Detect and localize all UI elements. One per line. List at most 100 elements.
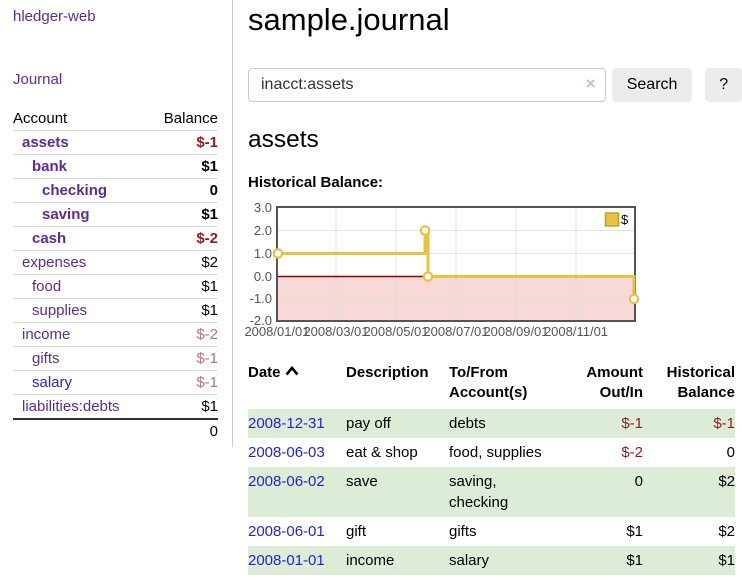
account-link-liabilities-debts[interactable]: liabilities:debts xyxy=(22,398,120,415)
column-header-date[interactable]: Date xyxy=(248,360,346,410)
account-balance: $1 xyxy=(201,158,218,175)
data-point-marker xyxy=(272,248,284,259)
account-row: gifts $-1 xyxy=(13,346,218,370)
help-button[interactable]: ? xyxy=(705,67,742,102)
column-header-balance: Historical Balance xyxy=(666,363,735,402)
column-header-amount: Amount Out/In xyxy=(586,363,643,402)
page-title: sample.journal xyxy=(248,2,450,37)
transaction-balance: $2 xyxy=(718,523,735,541)
account-balance: $1 xyxy=(201,278,218,295)
transaction-description: gift xyxy=(346,523,367,541)
account-link-supplies[interactable]: supplies xyxy=(32,302,88,319)
account-row: income $-2 xyxy=(13,322,218,346)
transaction-amount: 0 xyxy=(634,473,643,491)
account-link-bank[interactable]: bank xyxy=(32,158,68,175)
account-row: expenses $2 xyxy=(13,250,218,274)
search-form: × Search ? xyxy=(248,67,742,102)
account-balance: $-2 xyxy=(196,326,218,343)
column-header-date-label: Date xyxy=(248,363,281,381)
account-balance: $-1 xyxy=(196,134,218,151)
y-tick-label: 2.0 xyxy=(254,223,272,238)
transaction-accounts: debts xyxy=(449,415,486,433)
y-tick-label: -1.0 xyxy=(250,291,272,306)
account-row: liabilities:debts $1 xyxy=(13,394,218,418)
transaction-row: 2008-12-31 pay off debts $-1 $-1 xyxy=(248,409,735,439)
transaction-description: save xyxy=(346,473,378,491)
x-tick-label: 2008/09/01 xyxy=(483,324,548,339)
transaction-date-link[interactable]: 2008-12-31 xyxy=(248,415,325,433)
transaction-amount: $-1 xyxy=(621,415,643,433)
accounts-total: 0 xyxy=(13,418,218,443)
x-tick-label: 2008/11/01 xyxy=(544,324,608,339)
transaction-amount: $-2 xyxy=(621,444,643,462)
account-row: checking 0 xyxy=(13,178,218,202)
sidebar-item-journal[interactable]: Journal xyxy=(13,71,63,88)
sort-ascending-icon xyxy=(285,365,299,376)
y-tick-label: -2.0 xyxy=(250,313,272,328)
transaction-balance: $2 xyxy=(718,473,735,491)
account-link-cash[interactable]: cash xyxy=(32,230,67,247)
x-axis-labels: 2008/01/01 2008/03/01 2008/05/01 2008/07… xyxy=(244,324,608,339)
data-point-marker xyxy=(422,271,434,282)
accounts-table-header: Account Balance xyxy=(13,108,218,130)
transaction-date-link[interactable]: 2008-01-01 xyxy=(248,552,325,570)
account-link-salary[interactable]: salary xyxy=(32,374,73,391)
sidebar: hledger-web Journal Account Balance asse… xyxy=(0,0,233,447)
transaction-accounts: gifts xyxy=(449,523,477,541)
transaction-row: 2008-06-01 gift gifts $1 $2 xyxy=(248,517,735,546)
account-link-gifts[interactable]: gifts xyxy=(32,350,60,367)
account-row: saving $1 xyxy=(13,202,218,226)
account-row: assets $-1 xyxy=(13,130,218,154)
legend-swatch xyxy=(604,212,620,227)
plot-border xyxy=(276,205,636,322)
register-table: Date Description To/From Account(s) Amou… xyxy=(248,360,735,576)
historical-balance-chart[interactable]: $ 3.0 2.0 1.0 0.0 -1.0 -2.0 2008/01/01 2… xyxy=(243,199,643,341)
transaction-balance: $-1 xyxy=(713,415,735,433)
register-header-row: Date Description To/From Account(s) Amou… xyxy=(248,360,735,410)
account-link-checking[interactable]: checking xyxy=(42,182,108,199)
account-link-expenses[interactable]: expenses xyxy=(22,254,87,271)
search-button[interactable]: Search xyxy=(611,67,693,102)
accounts-table: Account Balance assets $-1 bank $1 check… xyxy=(13,108,218,443)
transaction-description: pay off xyxy=(346,415,391,433)
search-input[interactable] xyxy=(248,67,606,102)
account-balance: $2 xyxy=(201,254,218,271)
brand-link[interactable]: hledger-web xyxy=(13,8,96,25)
x-tick-label: 2008/05/01 xyxy=(363,324,428,339)
accounts-header-balance: Balance xyxy=(163,110,218,127)
account-link-assets[interactable]: assets xyxy=(22,134,69,151)
transaction-description: income xyxy=(346,552,395,570)
account-balance: $1 xyxy=(201,302,218,319)
transaction-amount: $1 xyxy=(626,523,643,541)
y-tick-label: 3.0 xyxy=(254,200,272,215)
transaction-row: 2008-06-03 eat & shop food, supplies $-2… xyxy=(248,438,735,467)
account-row: supplies $1 xyxy=(13,298,218,322)
x-tick-label: 2008/07/01 xyxy=(423,324,488,339)
account-page-title: assets xyxy=(248,125,319,153)
account-balance: $-2 xyxy=(196,230,218,247)
transaction-accounts: saving, checking xyxy=(449,473,509,512)
account-link-saving[interactable]: saving xyxy=(42,206,90,223)
account-row: bank $1 xyxy=(13,154,218,178)
data-point-marker xyxy=(419,225,431,236)
account-link-income[interactable]: income xyxy=(22,326,71,343)
data-point-markers xyxy=(272,225,640,305)
transaction-amount: $1 xyxy=(626,552,643,570)
account-balance: $-1 xyxy=(196,350,218,367)
y-tick-label: 0.0 xyxy=(254,269,272,284)
clear-search-icon[interactable]: × xyxy=(585,73,596,93)
account-balance: $1 xyxy=(201,206,218,223)
account-row: cash $-2 xyxy=(13,226,218,250)
main-content: sample.journal × Search ? assets Histori… xyxy=(244,0,742,576)
transaction-balance: $1 xyxy=(718,552,735,570)
transaction-row: 2008-06-02 save saving, checking 0 $2 xyxy=(248,467,735,518)
transaction-balance: 0 xyxy=(726,444,735,462)
transaction-accounts: salary xyxy=(449,552,490,570)
transaction-date-link[interactable]: 2008-06-03 xyxy=(248,444,325,462)
transaction-date-link[interactable]: 2008-06-01 xyxy=(248,523,325,541)
account-row: food $1 xyxy=(13,274,218,298)
account-link-food[interactable]: food xyxy=(32,278,62,295)
account-balance: 0 xyxy=(209,182,218,199)
transaction-date-link[interactable]: 2008-06-02 xyxy=(248,473,325,491)
accounts-header-account: Account xyxy=(13,110,68,127)
